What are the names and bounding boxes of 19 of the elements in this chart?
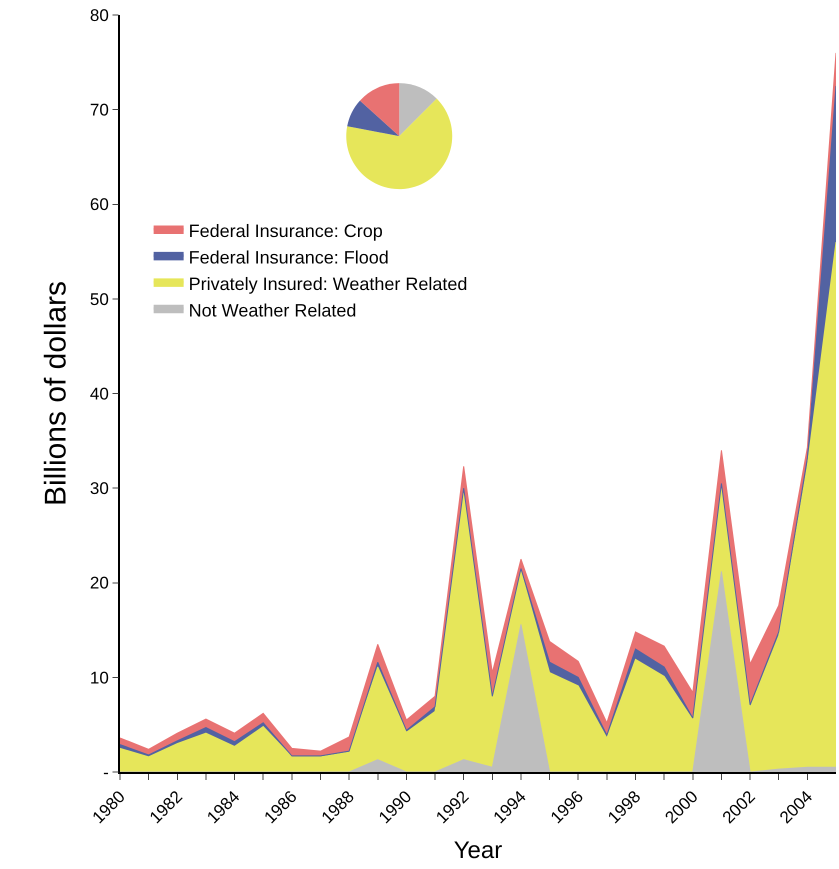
pie-slice	[346, 98, 452, 190]
legend-label: Federal Insurance: Crop	[188, 221, 383, 242]
legend-label: Federal Insurance: Flood	[188, 247, 389, 268]
pie-slice	[347, 100, 400, 136]
y-tick-label: 70	[90, 100, 109, 120]
pie-slice	[360, 83, 400, 136]
y-tick-label: 20	[90, 574, 109, 593]
y-tick-label: 50	[90, 290, 109, 309]
y-tick-label: 10	[90, 668, 109, 688]
y-axis-title: Billions of dollars	[39, 280, 72, 506]
pie-slice	[399, 83, 437, 136]
y-tick-label: 30	[90, 479, 109, 498]
legend-label: Not Weather Related	[188, 300, 356, 320]
x-axis-title: Year	[454, 837, 502, 864]
y-tick-label: 60	[90, 195, 109, 214]
y-tick-label: 80	[90, 6, 109, 25]
y-tick-label: -	[103, 762, 109, 782]
y-tick-label: 40	[90, 384, 109, 404]
legend-label: Privately Insured: Weather Related	[188, 274, 468, 294]
